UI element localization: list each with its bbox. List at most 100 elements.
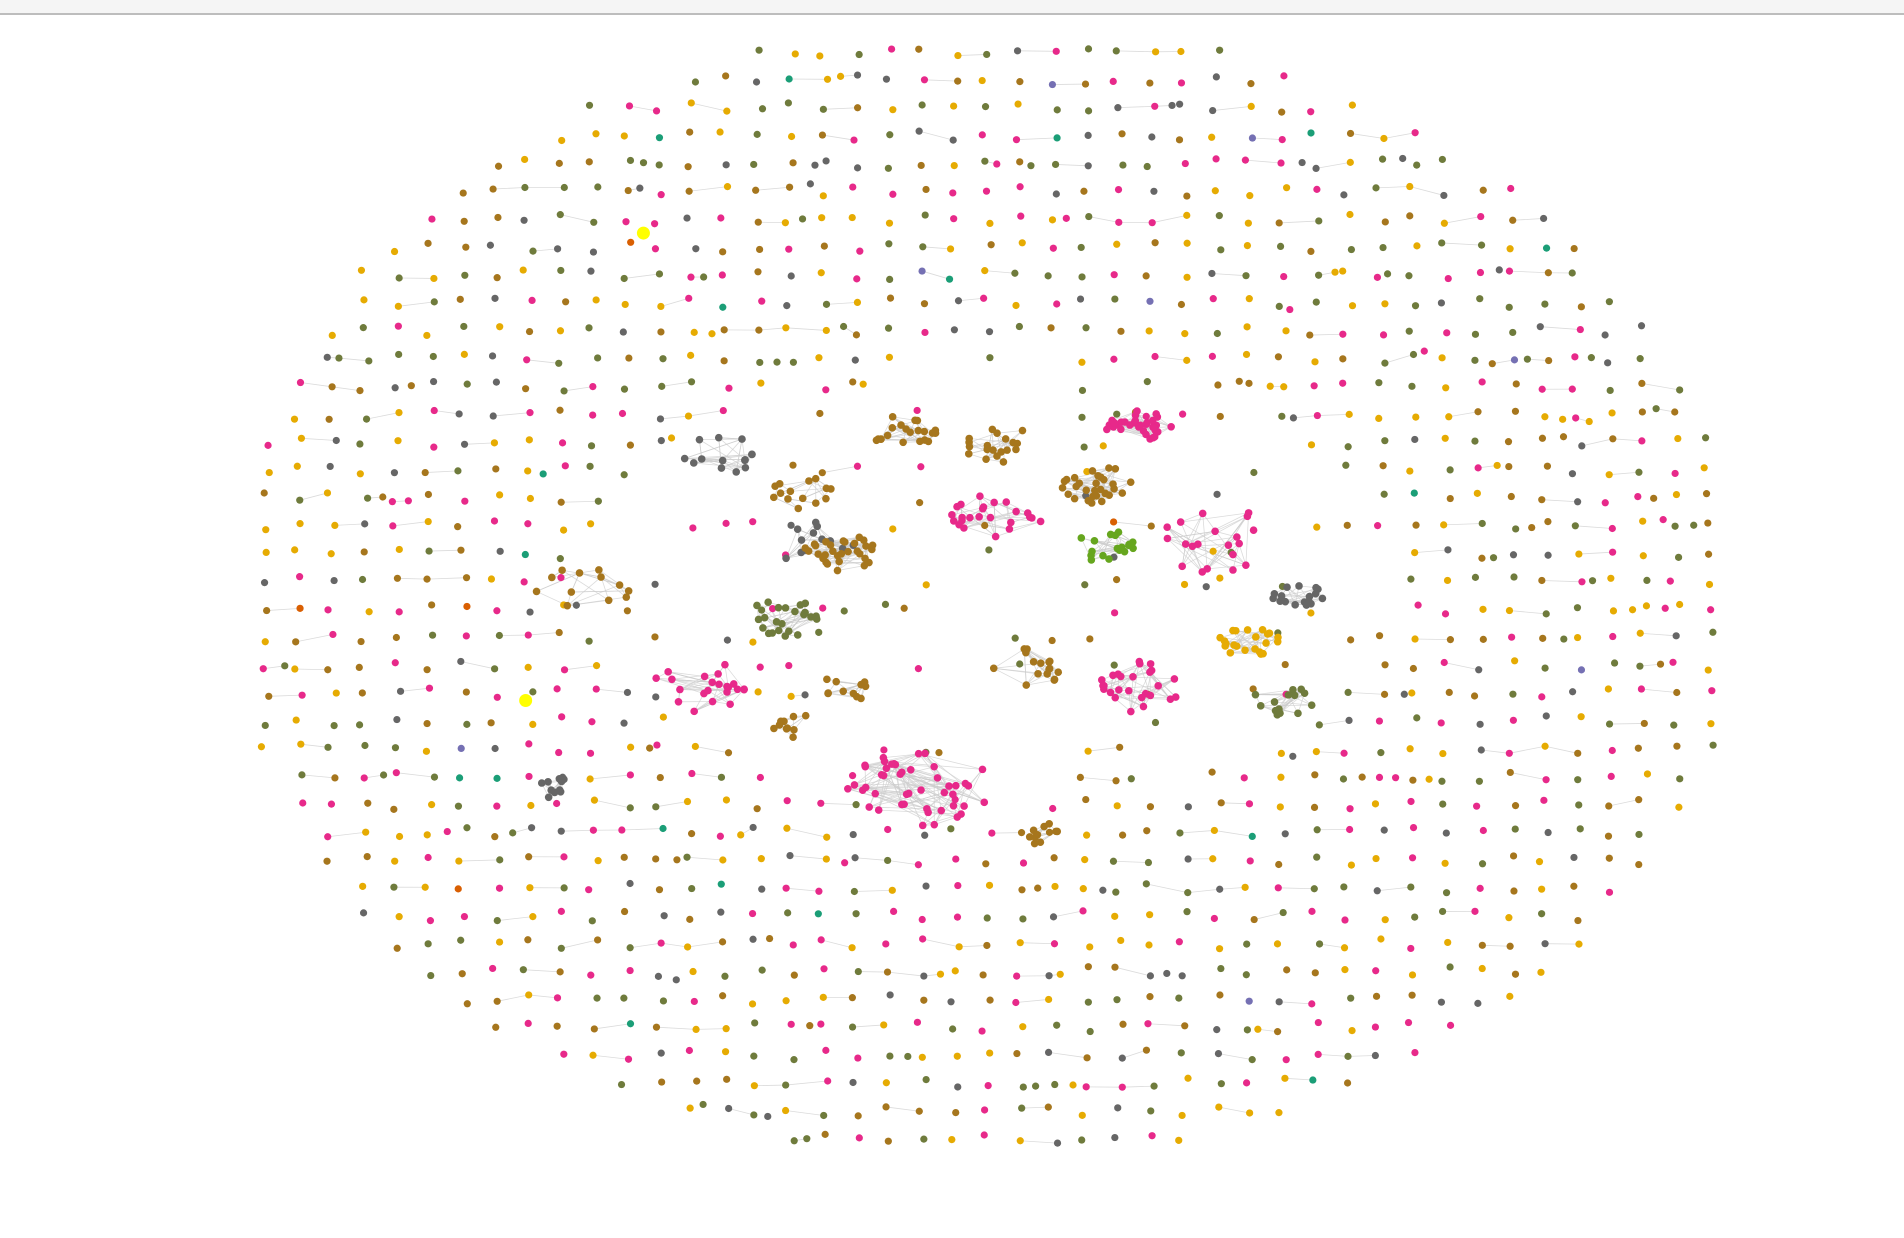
graph-node[interactable] [829, 547, 837, 555]
graph-node[interactable] [1118, 1054, 1126, 1062]
graph-node[interactable] [1568, 385, 1576, 393]
graph-node[interactable] [557, 827, 565, 835]
graph-node[interactable] [1674, 434, 1682, 443]
graph-node[interactable] [1605, 888, 1614, 896]
graph-node[interactable] [460, 322, 468, 331]
graph-node[interactable] [1471, 356, 1479, 364]
graph-node[interactable] [1053, 300, 1061, 308]
graph-node[interactable] [1084, 963, 1092, 971]
graph-node[interactable] [859, 380, 867, 388]
graph-node[interactable] [1213, 329, 1221, 338]
graph-node[interactable] [1148, 1132, 1156, 1140]
graph-node[interactable] [888, 413, 897, 421]
graph-node[interactable] [822, 300, 831, 308]
graph-node[interactable] [882, 764, 891, 773]
graph-node[interactable] [1471, 907, 1479, 915]
graph-node[interactable] [1209, 295, 1217, 303]
graph-node[interactable] [1266, 382, 1274, 390]
graph-node[interactable] [1576, 825, 1584, 833]
graph-node[interactable] [1707, 606, 1715, 614]
graph-node[interactable] [1510, 356, 1519, 364]
graph-node[interactable] [999, 458, 1008, 466]
graph-node[interactable] [919, 243, 927, 251]
graph-node[interactable] [990, 498, 998, 507]
graph-node[interactable] [651, 580, 659, 588]
graph-node[interactable] [424, 853, 432, 862]
graph-node[interactable] [1117, 327, 1125, 335]
graph-node[interactable] [1425, 775, 1433, 783]
graph-node[interactable] [664, 668, 672, 676]
graph-node[interactable] [324, 666, 332, 674]
graph-node[interactable] [496, 491, 504, 499]
graph-node[interactable] [853, 298, 862, 306]
graph-node[interactable] [425, 684, 434, 692]
graph-node[interactable] [358, 575, 367, 584]
graph-node[interactable] [651, 220, 659, 228]
graph-node[interactable] [986, 219, 994, 228]
graph-node[interactable] [886, 275, 894, 283]
graph-node[interactable] [1211, 187, 1219, 195]
graph-node[interactable] [454, 885, 462, 893]
graph-node[interactable] [1307, 441, 1316, 449]
graph-node[interactable] [914, 665, 923, 673]
graph-node[interactable] [1538, 496, 1546, 504]
graph-node[interactable] [819, 554, 827, 563]
graph-node[interactable] [1279, 908, 1287, 917]
graph-node[interactable] [853, 164, 862, 172]
graph-node[interactable] [919, 935, 927, 943]
graph-node[interactable] [1478, 964, 1486, 973]
graph-node[interactable] [1379, 243, 1387, 252]
graph-node[interactable] [1135, 659, 1144, 668]
graph-node[interactable] [964, 450, 973, 458]
graph-node[interactable] [1639, 552, 1647, 560]
graph-node[interactable] [921, 831, 929, 839]
graph-node[interactable] [1056, 970, 1064, 978]
graph-node[interactable] [1380, 490, 1388, 498]
graph-node[interactable] [985, 546, 993, 554]
graph-node[interactable] [299, 799, 307, 807]
graph-node[interactable] [724, 749, 733, 757]
graph-node[interactable] [1510, 887, 1518, 895]
graph-node[interactable] [882, 1079, 890, 1087]
graph-node[interactable] [298, 691, 306, 699]
graph-node[interactable] [920, 300, 929, 308]
graph-node[interactable] [585, 158, 593, 166]
graph-node[interactable] [1704, 519, 1712, 527]
graph-node[interactable] [1208, 352, 1217, 360]
graph-node[interactable] [529, 720, 537, 729]
graph-node[interactable] [657, 939, 665, 947]
graph-node[interactable] [1053, 134, 1061, 142]
graph-node[interactable] [1538, 434, 1547, 442]
graph-node[interactable] [1111, 963, 1119, 971]
graph-node[interactable] [592, 662, 601, 670]
graph-node[interactable] [1541, 300, 1549, 308]
graph-node[interactable] [965, 434, 973, 443]
graph-node[interactable] [297, 740, 305, 748]
graph-node[interactable] [1013, 972, 1021, 980]
graph-node[interactable] [966, 513, 974, 522]
graph-node[interactable] [1183, 273, 1191, 281]
graph-node[interactable] [1652, 405, 1660, 413]
graph-node[interactable] [1340, 749, 1348, 757]
graph-node[interactable] [756, 245, 764, 254]
graph-node[interactable] [626, 771, 634, 779]
graph-node[interactable] [981, 157, 989, 165]
graph-node[interactable] [1289, 752, 1297, 760]
graph-node[interactable] [1573, 604, 1582, 612]
graph-node[interactable] [1242, 561, 1250, 569]
graph-node[interactable] [459, 189, 467, 197]
graph-node[interactable] [917, 463, 925, 471]
graph-node[interactable] [491, 294, 499, 302]
graph-node[interactable] [820, 242, 828, 250]
graph-node[interactable] [862, 542, 870, 550]
graph-node[interactable] [1150, 1082, 1158, 1090]
graph-node[interactable] [978, 131, 986, 139]
graph-node[interactable] [1117, 425, 1125, 434]
graph-node[interactable] [618, 409, 627, 418]
graph-node[interactable] [718, 271, 726, 279]
graph-node[interactable] [1339, 330, 1347, 338]
graph-node[interactable] [1083, 1054, 1091, 1062]
graph-node[interactable] [815, 628, 823, 636]
graph-node[interactable] [560, 853, 568, 861]
graph-node[interactable] [1111, 609, 1119, 617]
